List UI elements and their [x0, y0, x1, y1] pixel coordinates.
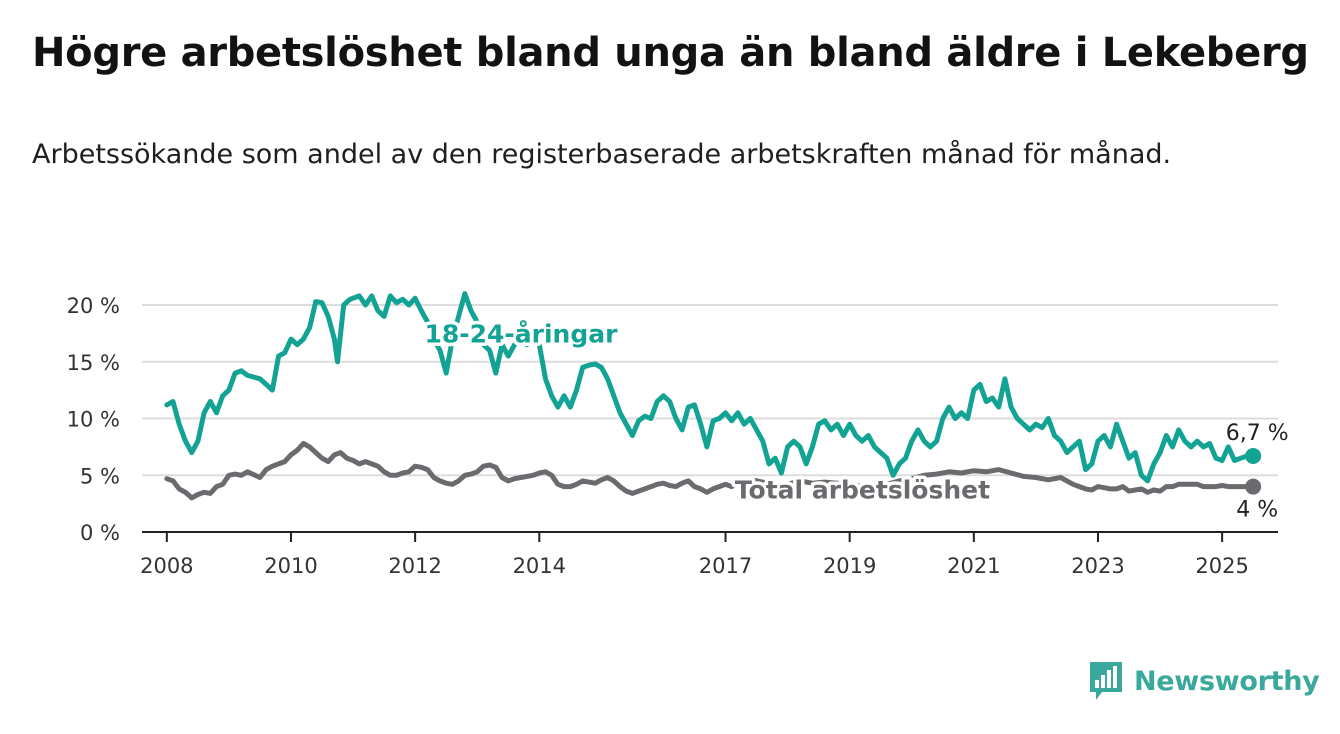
total-series-line — [164, 441, 1256, 501]
newsworthy-bar-chart-icon — [1090, 662, 1122, 700]
x-tick-label: 2017 — [699, 554, 752, 578]
x-tick-label: 2025 — [1195, 554, 1248, 578]
x-tick-label: 2010 — [264, 554, 317, 578]
x-axis-tick-labels: 2008 2010 2012 2014 2017 2019 2021 2023 2025 — [140, 532, 1249, 578]
brand-name: Newsworthy — [1134, 665, 1320, 697]
gridlines — [142, 304, 1278, 477]
youth-end-value-label: 6,7 % — [1226, 421, 1289, 446]
total-end-marker — [1245, 478, 1262, 495]
x-tick-label: 2021 — [947, 554, 1000, 578]
series-labels: 4 % 6,7 % 18-24-åringar Total arbetslöshet — [421, 316, 1289, 523]
x-tick-label: 2014 — [513, 554, 566, 578]
y-tick-label: 5 % — [80, 464, 120, 488]
youth-end-marker — [1245, 447, 1262, 464]
total-end-value-label: 4 % — [1236, 498, 1278, 523]
youth-series-name-label: 18-24-åringar — [424, 320, 618, 349]
x-tick-label: 2019 — [823, 554, 876, 578]
y-axis-tick-labels: 0 % 5 % 10 % 15 % 20 % — [67, 294, 120, 545]
y-tick-label: 20 % — [67, 294, 120, 318]
y-tick-label: 15 % — [67, 351, 120, 375]
series-lines — [164, 291, 1262, 501]
chart-title: Högre arbetslöshet bland unga än bland ä… — [32, 30, 1309, 76]
total-series-name-label: Total arbetslöshet — [735, 476, 990, 505]
x-tick-label: 2023 — [1071, 554, 1124, 578]
y-tick-label: 0 % — [80, 521, 120, 545]
chart-subtitle: Arbetssökande som andel av den registerb… — [32, 139, 1172, 170]
y-tick-label: 10 % — [67, 408, 120, 432]
x-tick-label: 2008 — [140, 554, 193, 578]
x-tick-label: 2012 — [388, 554, 441, 578]
youth-series-line — [164, 291, 1256, 484]
newsworthy-logo: Newsworthy — [1088, 660, 1320, 702]
